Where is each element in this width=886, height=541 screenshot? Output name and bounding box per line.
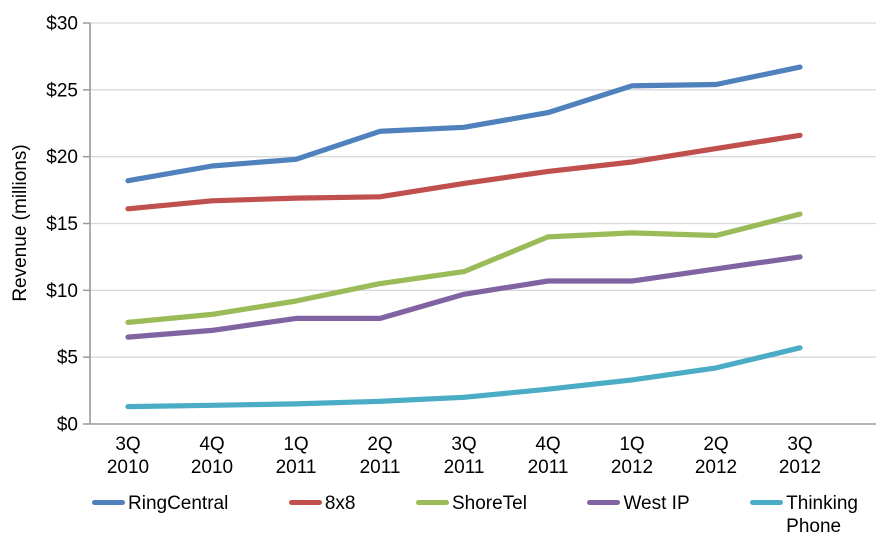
y-tick-label: $25 xyxy=(46,80,78,101)
x-tick-label: 3Q 2011 xyxy=(444,434,485,478)
legend-item-ringcentral: RingCentral xyxy=(92,492,228,515)
y-tick-label: $5 xyxy=(57,348,78,369)
x-tick-label: 2Q 2011 xyxy=(360,434,401,478)
legend-label: West IP xyxy=(623,493,690,514)
legend-label: ShoreTel xyxy=(451,493,527,514)
y-tick-label: $0 xyxy=(57,415,78,436)
series-line-shoretel xyxy=(125,211,803,325)
legend-item-8x8: 8x8 xyxy=(288,492,356,515)
axes xyxy=(83,22,876,425)
series-line-thinking-phone xyxy=(125,345,803,410)
legend-item-shoretel: ShoreTel xyxy=(415,492,527,515)
legend-item-thinking-phone: Thinking Phone xyxy=(750,492,858,538)
y-axis-title: Revenue (millions) xyxy=(10,144,31,301)
axis-labels: $0 $5 $10 $15 $20 $25 $30 3Q 2010 4Q 2010 1Q 2011 2Q 2… xyxy=(46,14,821,479)
series-line-ringcentral xyxy=(125,64,803,184)
legend-label: Thinking Phone xyxy=(786,493,858,537)
series-line-west-ip xyxy=(125,254,803,340)
x-tick-label: 2Q 2012 xyxy=(695,434,737,478)
y-tick-label: $10 xyxy=(46,281,78,302)
legend-label: 8x8 xyxy=(324,493,356,514)
legend-swatch xyxy=(288,500,322,505)
x-tick-label: 3Q 2012 xyxy=(779,434,821,478)
x-tick-label: 4Q 2011 xyxy=(528,434,569,478)
legend-swatch xyxy=(415,500,449,505)
x-tick-label: 4Q 2010 xyxy=(191,434,233,478)
gridlines xyxy=(90,22,876,358)
chart-legend: RingCentral 8x8 ShoreTel West IP Thinking Ph… xyxy=(92,492,858,538)
plot-area: $0 $5 $10 $15 $20 $25 $30 3Q 2010 4Q 2010 1Q 2011 2Q 2… xyxy=(10,14,876,479)
series-line-8x8 xyxy=(125,132,803,212)
y-tick-label: $20 xyxy=(46,147,78,168)
legend-swatch xyxy=(750,500,784,505)
legend-label: RingCentral xyxy=(128,493,229,514)
series-lines xyxy=(125,64,803,410)
y-tick-label: $15 xyxy=(46,214,78,235)
legend-item-west-ip: West IP xyxy=(587,492,690,515)
x-tick-label: 1Q 2012 xyxy=(611,434,653,478)
legend-swatch xyxy=(92,500,125,505)
x-tick-label: 1Q 2011 xyxy=(276,434,317,478)
x-tick-label: 3Q 2010 xyxy=(107,434,149,478)
legend-swatch xyxy=(587,500,621,505)
y-tick-label: $30 xyxy=(46,14,78,35)
